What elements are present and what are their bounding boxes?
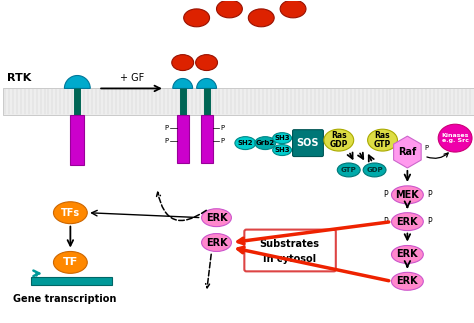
Text: P: P	[383, 190, 388, 199]
Ellipse shape	[273, 133, 292, 144]
Ellipse shape	[54, 202, 87, 224]
Ellipse shape	[392, 272, 423, 290]
Ellipse shape	[324, 129, 354, 151]
Text: + GF: + GF	[120, 73, 144, 83]
Wedge shape	[64, 76, 90, 89]
FancyArrowPatch shape	[427, 153, 448, 158]
Ellipse shape	[201, 234, 231, 252]
FancyBboxPatch shape	[244, 230, 336, 271]
Ellipse shape	[184, 9, 210, 27]
Text: ERK: ERK	[206, 237, 228, 247]
Text: P: P	[427, 190, 431, 199]
Ellipse shape	[337, 163, 360, 177]
Text: SH3: SH3	[274, 147, 290, 153]
Text: ERK: ERK	[397, 249, 418, 259]
Text: P: P	[383, 217, 388, 226]
Text: P: P	[220, 125, 225, 131]
Text: SOS: SOS	[297, 138, 319, 148]
Text: MEK: MEK	[395, 190, 419, 200]
Ellipse shape	[438, 124, 472, 152]
Text: Substrates: Substrates	[259, 238, 319, 248]
Text: ERK: ERK	[397, 276, 418, 286]
Text: ERK: ERK	[206, 213, 228, 223]
Ellipse shape	[248, 9, 274, 27]
Wedge shape	[173, 78, 192, 89]
Text: P: P	[220, 138, 225, 144]
FancyArrowPatch shape	[206, 254, 211, 288]
Bar	[201, 115, 212, 163]
Ellipse shape	[255, 137, 276, 150]
Ellipse shape	[363, 163, 386, 177]
Bar	[3, 89, 474, 115]
Wedge shape	[197, 78, 217, 89]
Bar	[177, 115, 189, 163]
Text: GDP: GDP	[366, 167, 383, 173]
Text: Raf: Raf	[398, 147, 417, 157]
Text: Ras
GTP: Ras GTP	[374, 131, 391, 150]
Ellipse shape	[217, 0, 242, 18]
Ellipse shape	[201, 209, 231, 227]
Text: Grb2: Grb2	[255, 140, 275, 146]
Text: P: P	[424, 145, 428, 151]
Polygon shape	[393, 136, 421, 168]
Bar	[70, 115, 84, 165]
Ellipse shape	[368, 129, 397, 151]
Bar	[31, 277, 112, 285]
FancyArrowPatch shape	[156, 192, 206, 221]
Text: ERK: ERK	[397, 217, 418, 227]
Text: SH3: SH3	[274, 135, 290, 141]
Text: TFs: TFs	[61, 208, 80, 218]
Text: RTK: RTK	[7, 73, 31, 83]
Text: GTP: GTP	[341, 167, 356, 173]
Ellipse shape	[392, 186, 423, 204]
Ellipse shape	[54, 252, 87, 273]
FancyBboxPatch shape	[292, 130, 323, 157]
Text: Kinases
e.g. Src: Kinases e.g. Src	[441, 133, 469, 143]
Ellipse shape	[172, 55, 194, 70]
Ellipse shape	[235, 137, 256, 150]
Text: SH2: SH2	[237, 140, 253, 146]
Text: TF: TF	[63, 257, 78, 267]
Ellipse shape	[392, 213, 423, 231]
Text: P: P	[165, 138, 169, 144]
Ellipse shape	[273, 145, 292, 156]
Text: P: P	[427, 217, 431, 226]
Text: Gene transcription: Gene transcription	[13, 294, 116, 304]
Ellipse shape	[196, 55, 218, 70]
Text: P: P	[165, 125, 169, 131]
Text: in cytosol: in cytosol	[263, 255, 316, 265]
Text: Ras
GDP: Ras GDP	[329, 131, 348, 150]
Ellipse shape	[392, 245, 423, 263]
Ellipse shape	[280, 0, 306, 18]
